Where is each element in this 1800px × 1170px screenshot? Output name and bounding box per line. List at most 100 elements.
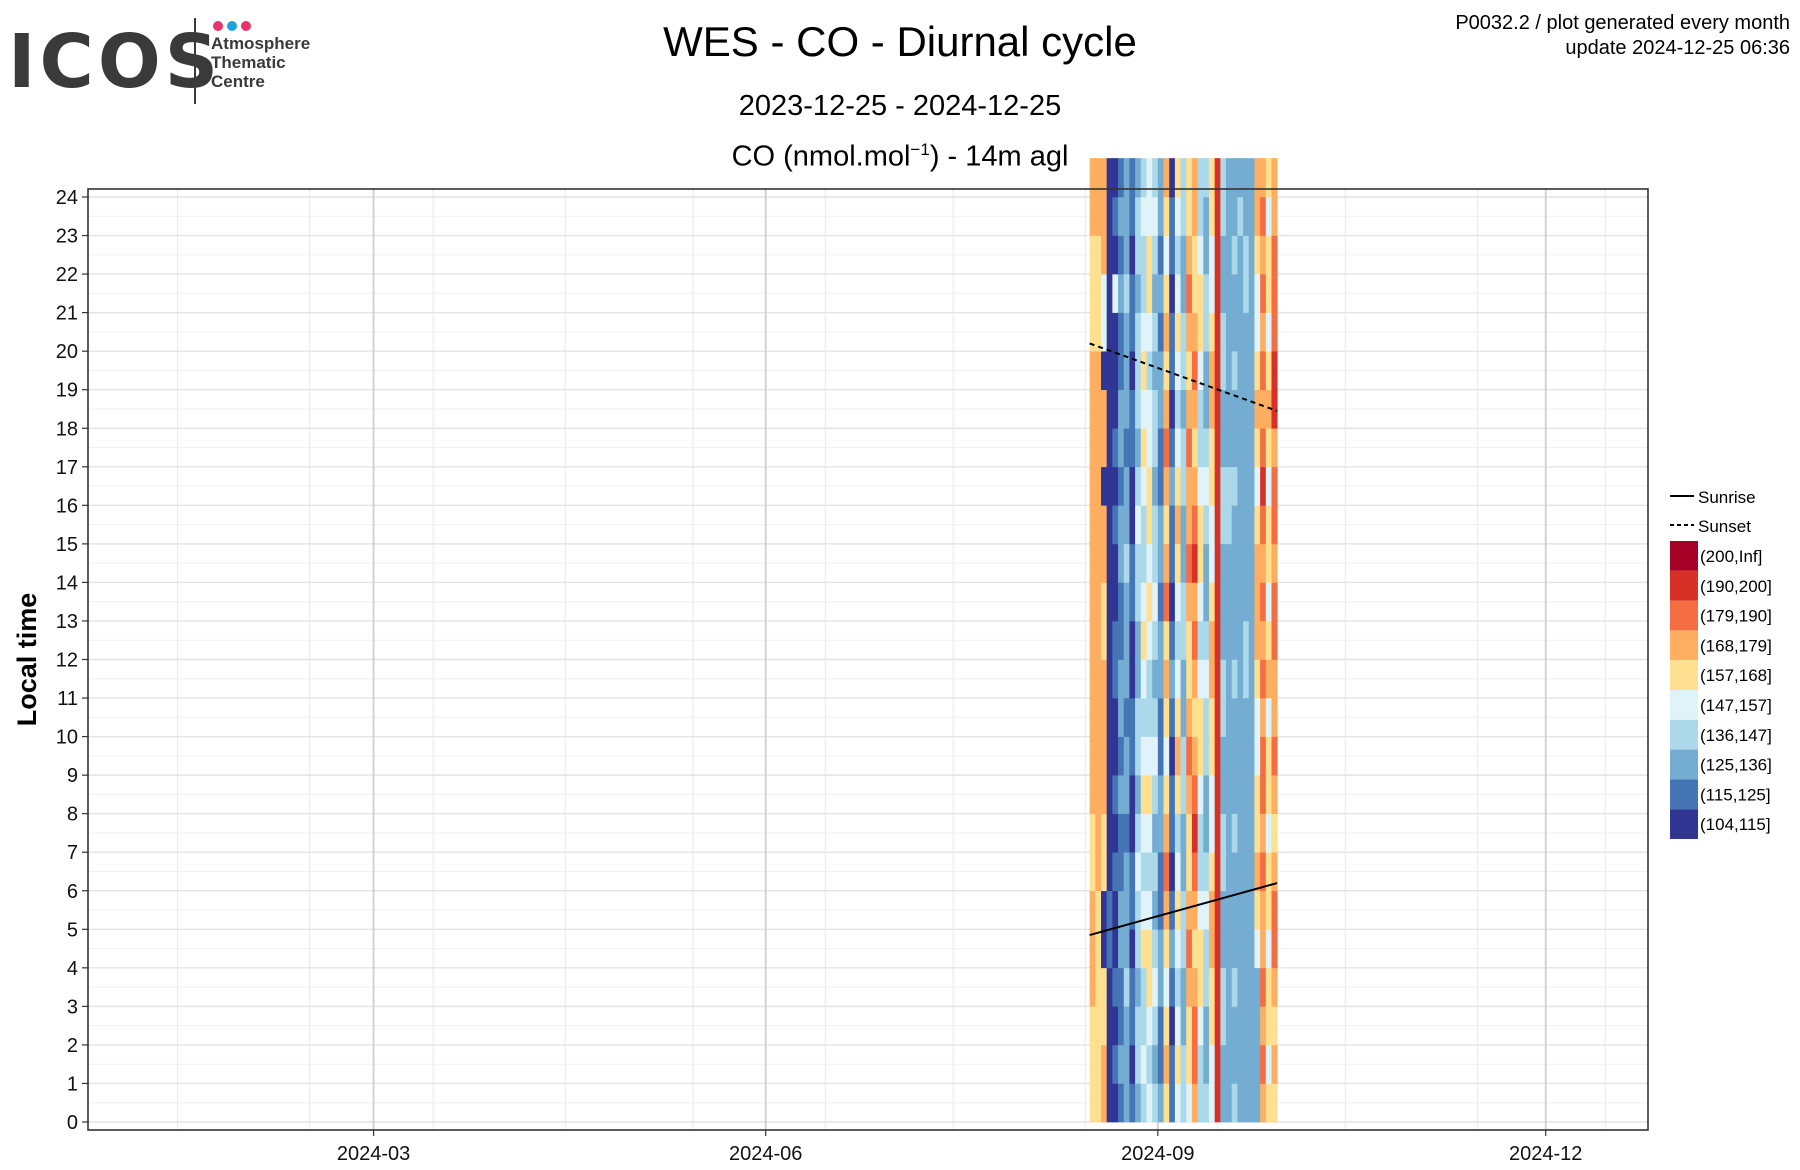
heatmap-cell xyxy=(1169,1006,1176,1046)
heatmap-cell xyxy=(1265,774,1272,814)
heatmap-cell xyxy=(1180,1083,1187,1123)
heatmap-cell xyxy=(1208,697,1216,737)
heatmap-cell xyxy=(1118,697,1125,737)
heatmap-cell xyxy=(1248,1044,1255,1084)
heatmap-cell xyxy=(1174,543,1181,583)
heatmap-cell xyxy=(1260,736,1267,776)
heatmap-cell xyxy=(1169,736,1176,776)
heatmap-cell xyxy=(1220,1083,1227,1123)
heatmap-cell xyxy=(1208,505,1216,545)
heatmap-cell xyxy=(1152,350,1159,391)
heatmap-cell xyxy=(1101,851,1108,892)
heatmap-cell xyxy=(1152,466,1159,506)
heatmap-cell xyxy=(1123,967,1130,1007)
legend-bin-label: (168,179] xyxy=(1700,636,1772,655)
heatmap-cell xyxy=(1197,967,1204,1007)
heatmap-cell xyxy=(1157,158,1164,198)
heatmap-cell xyxy=(1140,736,1147,776)
heatmap-cell xyxy=(1243,505,1250,545)
heatmap-cell xyxy=(1106,736,1113,776)
heatmap-cell xyxy=(1186,466,1193,506)
heatmap-cell xyxy=(1095,1044,1102,1084)
heatmap-cell xyxy=(1203,659,1210,699)
heatmap-cell xyxy=(1208,582,1216,622)
heatmap-cell xyxy=(1271,659,1278,699)
heatmap-cell xyxy=(1106,659,1113,699)
heatmap-cell xyxy=(1129,697,1136,737)
heatmap-cell xyxy=(1135,389,1142,429)
heatmap-cell xyxy=(1197,273,1204,313)
heatmap-cell xyxy=(1271,928,1278,969)
heatmap-cell xyxy=(1231,736,1238,776)
y-tick-label: 24 xyxy=(56,187,78,209)
heatmap-cell xyxy=(1191,273,1199,313)
heatmap-cell xyxy=(1203,620,1210,660)
heatmap-cell xyxy=(1174,928,1181,969)
heatmap-cell xyxy=(1140,350,1147,391)
heatmap-cell xyxy=(1271,620,1278,660)
heatmap-cell xyxy=(1237,466,1244,506)
heatmap-cell xyxy=(1163,928,1170,969)
heatmap-cell xyxy=(1197,389,1204,429)
heatmap-cell xyxy=(1197,851,1204,892)
legend-bin-label: (157,168] xyxy=(1700,666,1772,685)
heatmap-cell xyxy=(1095,697,1102,737)
heatmap-cell xyxy=(1146,312,1153,352)
heatmap-cell xyxy=(1146,1044,1153,1084)
heatmap-cell xyxy=(1214,697,1221,737)
heatmap-cell xyxy=(1163,697,1170,737)
heatmap-cell xyxy=(1260,312,1267,352)
heatmap-cell xyxy=(1123,774,1130,814)
heatmap-cell xyxy=(1265,697,1272,737)
heatmap-cell xyxy=(1220,312,1227,352)
heatmap-cell xyxy=(1260,659,1267,699)
heatmap-cell xyxy=(1186,235,1193,275)
heatmap-cell xyxy=(1101,582,1108,622)
heatmap-cell xyxy=(1135,273,1142,313)
heatmap-cell xyxy=(1152,273,1159,313)
heatmap-cell xyxy=(1197,582,1204,622)
heatmap-cell xyxy=(1095,235,1102,275)
heatmap-cell xyxy=(1226,928,1233,969)
legend-bin-label: (179,190] xyxy=(1700,607,1772,626)
heatmap-cell xyxy=(1157,466,1164,506)
heatmap-cell xyxy=(1112,928,1119,969)
heatmap-cell xyxy=(1089,235,1096,275)
heatmap-cell xyxy=(1248,813,1255,853)
heatmap-cell xyxy=(1243,235,1250,275)
heatmap-cell xyxy=(1152,1044,1159,1084)
heatmap-cell xyxy=(1169,813,1176,853)
heatmap-cell xyxy=(1157,196,1164,236)
heatmap-cell xyxy=(1186,312,1193,352)
heatmap-cell xyxy=(1254,196,1261,236)
heatmap-cell xyxy=(1208,543,1216,583)
heatmap-cell xyxy=(1163,774,1170,814)
heatmap-cell xyxy=(1254,620,1261,660)
heatmap-cell xyxy=(1243,967,1250,1007)
heatmap-cell xyxy=(1095,505,1102,545)
heatmap-cell xyxy=(1135,196,1142,236)
heatmap-cell xyxy=(1152,659,1159,699)
heatmap-cell xyxy=(1191,697,1199,737)
heatmap-cell xyxy=(1237,273,1244,313)
heatmap-cell xyxy=(1197,774,1204,814)
heatmap-cell xyxy=(1095,1006,1102,1046)
heatmap-cell xyxy=(1146,813,1153,853)
heatmap-cell xyxy=(1186,813,1193,853)
heatmap-cell xyxy=(1180,736,1187,776)
heatmap-cell xyxy=(1095,427,1102,468)
logo-line-3: Centre xyxy=(211,72,265,91)
heatmap-cell xyxy=(1208,890,1216,930)
heatmap-cell xyxy=(1101,196,1108,236)
heatmap-cell xyxy=(1203,890,1210,930)
heatmap-cell xyxy=(1095,582,1102,622)
heatmap-cell xyxy=(1231,466,1238,506)
heatmap-cell xyxy=(1157,736,1164,776)
heatmap-cell xyxy=(1208,1006,1216,1046)
heatmap-cell xyxy=(1237,928,1244,969)
heatmap-cell xyxy=(1231,659,1238,699)
heatmap-cell xyxy=(1180,543,1187,583)
heatmap-cell xyxy=(1237,736,1244,776)
heatmap-cell xyxy=(1197,890,1204,930)
heatmap-cell xyxy=(1101,312,1108,352)
